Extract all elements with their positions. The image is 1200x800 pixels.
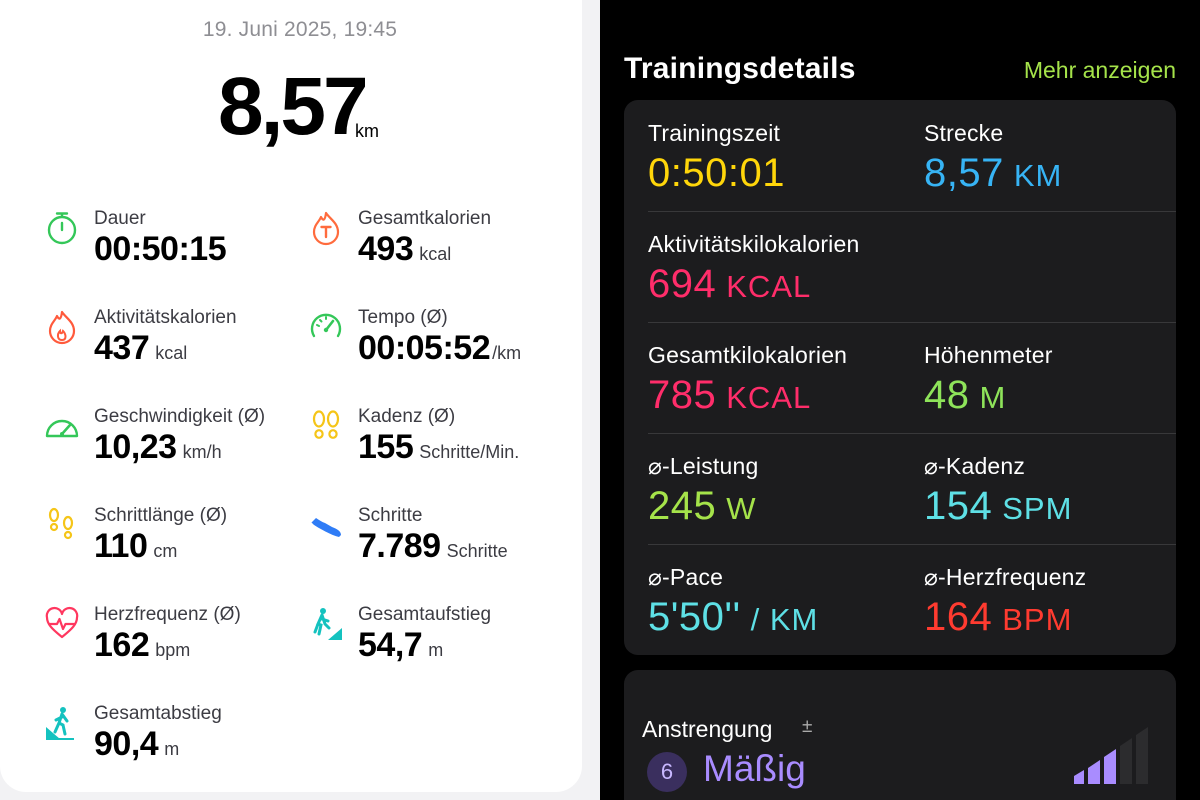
stat-value: 00:05:52 (358, 329, 491, 367)
metric-value: 0:50:01 (648, 151, 785, 195)
metric-training-time: Trainingszeit 0:50:01 (648, 120, 785, 196)
stat-label: Herzfrequenz (Ø) (94, 604, 241, 625)
stat-label: Geschwindigkeit (Ø) (94, 406, 266, 427)
divider (648, 211, 1176, 212)
total-distance-unit: km (355, 121, 379, 141)
divider (648, 544, 1176, 545)
effort-level-text: Mäßig (703, 748, 806, 789)
workout-datetime: 19. Juni 2025, 19:45 (202, 18, 398, 41)
metric-label: ⌀-Kadenz (924, 453, 1026, 479)
metric-unit: W (726, 491, 757, 526)
workout-summary-card (0, 0, 582, 792)
metric-total-kilocalories: Gesamtkilokalorien 785 KCAL (648, 342, 847, 418)
training-details-title: Trainingsdetails (624, 52, 856, 85)
effort-level-badge: 6 (647, 752, 687, 792)
metric-label: Strecke (924, 120, 1004, 146)
stat-unit: Schritte/Min. (419, 442, 520, 462)
metric-unit: / KM (750, 602, 819, 637)
metric-label: ⌀-Leistung (648, 453, 759, 479)
metric-unit: M (979, 380, 1007, 415)
metric-value: 694 (648, 262, 717, 306)
metric-value: 785 (648, 373, 717, 417)
stat-unit: /km (492, 343, 522, 363)
metric-unit: KCAL (726, 380, 812, 415)
stat-unit: m (428, 640, 444, 660)
stat-value: 437 (94, 329, 150, 367)
stat-label: Schritte (358, 505, 423, 526)
stat-value: 110 (94, 527, 148, 565)
footprints-icon (308, 408, 344, 444)
show-more-link[interactable]: Mehr anzeigen (1023, 57, 1176, 83)
stat-value: 162 (94, 626, 150, 664)
metric-active-kilocalories: Aktivitätskilokalorien 694 KCAL (648, 231, 859, 307)
calories-flame-icon (308, 210, 344, 246)
stat-value: 10,23 (94, 428, 177, 466)
metric-label: Trainingszeit (648, 120, 781, 146)
metric-value: 245 (648, 484, 717, 528)
stat-value: 493 (358, 230, 414, 268)
stat-unit: cm (153, 541, 178, 561)
effort-bars-icon (1074, 727, 1148, 784)
metric-elevation-gain: Höhenmeter 48 M (924, 342, 1053, 418)
stat-label: Tempo (Ø) (358, 307, 448, 328)
training-details-card[interactable]: Trainingszeit 0:50:01 Strecke 8,57 KM Akt… (624, 100, 1176, 655)
stat-value: 90,4 (94, 725, 159, 763)
stat-value: 155 (358, 428, 414, 466)
hiker-descent-icon (44, 705, 80, 741)
shoe-icon (308, 507, 344, 543)
plus-minus-icon: ± (802, 716, 813, 737)
stat-unit: m (164, 739, 180, 759)
divider (648, 433, 1176, 434)
stat-label: Kadenz (Ø) (358, 406, 456, 427)
metric-avg-cadence: ⌀-Kadenz 154 SPM (924, 453, 1072, 529)
stat-unit: bpm (155, 640, 191, 660)
stat-unit: kcal (419, 244, 452, 264)
flame-icon (44, 309, 80, 345)
stat-label: Gesamtabstieg (94, 703, 222, 724)
gauge-icon (44, 408, 80, 444)
stat-unit: Schritte (446, 541, 508, 561)
metric-avg-power: ⌀-Leistung 245 W (648, 453, 758, 529)
metric-label: ⌀-Pace (648, 564, 724, 590)
speedometer-icon (308, 309, 344, 345)
hiker-ascent-icon (308, 606, 344, 642)
metric-avg-heart-rate: ⌀-Herzfrequenz 164 BPM (924, 564, 1086, 640)
metric-label: Gesamtkilokalorien (648, 342, 848, 368)
metric-avg-pace: ⌀-Pace 5'50'' / KM (648, 564, 818, 640)
metric-label: ⌀-Herzfrequenz (924, 564, 1087, 590)
stat-value: 00:50:15 (94, 230, 227, 268)
stat-label: Gesamtkalorien (358, 208, 492, 229)
stat-label: Dauer (94, 208, 146, 229)
footprints-icon (44, 507, 80, 543)
effort-label: Anstrengung (642, 716, 773, 742)
stat-value: 54,7 (358, 626, 423, 664)
stat-label: Gesamtaufstieg (358, 604, 492, 625)
metric-value: 8,57 (924, 151, 1004, 195)
metric-unit: SPM (1002, 491, 1073, 526)
stat-unit: kcal (155, 343, 188, 363)
total-distance-value: 8,57 (218, 61, 369, 152)
metric-value: 48 (924, 373, 970, 417)
stopwatch-icon (44, 210, 80, 246)
stat-label: Schrittlänge (Ø) (94, 505, 228, 526)
metric-label: Aktivitätskilokalorien (648, 231, 860, 257)
metric-unit: KCAL (726, 269, 812, 304)
heart-rate-icon (44, 606, 80, 642)
metric-value: 5'50'' (648, 595, 741, 639)
metric-distance: Strecke 8,57 KM (924, 120, 1062, 196)
metric-label: Höhenmeter (924, 342, 1053, 368)
metric-unit: KM (1013, 158, 1063, 193)
metric-unit: BPM (1002, 602, 1073, 637)
metric-value: 154 (924, 484, 993, 528)
divider (648, 322, 1176, 323)
metric-value: 164 (924, 595, 993, 639)
stat-label: Aktivitätskalorien (94, 307, 237, 328)
stat-unit: km/h (182, 442, 222, 462)
stat-value: 7.789 (358, 527, 441, 565)
